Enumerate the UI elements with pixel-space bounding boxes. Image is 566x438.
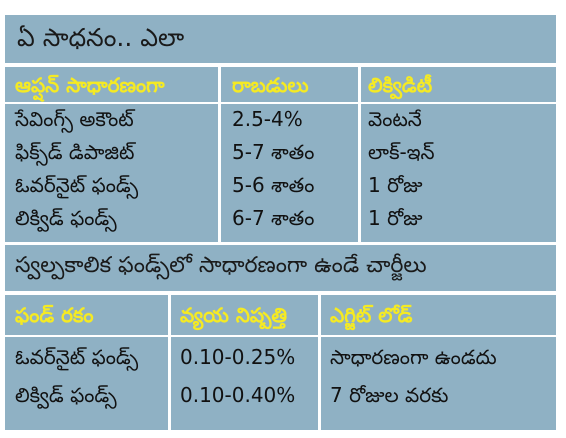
row-returns: 5-7 శాతం [232,140,315,164]
row-option: సేవింగ్స్ అకౌంట్ [15,107,134,131]
title-band: ఏ సాధనం.. ఎలా [5,15,556,63]
charges-table: ఫండ్ రకం వ్యయ నిష్పత్తి ఎగ్జిట్ లోడ్ ఓవర… [5,295,556,430]
row-option: లిక్విడ్ ఫండ్స్ [15,206,117,230]
charges-subtitle: స్వల్పకాలిక ఫండ్స్‌లో సాధారణంగా ఉండే చార… [15,253,427,278]
column-divider [218,67,221,242]
row-exit-load: సాధారణంగా ఉండదు [330,345,497,369]
card-title: ఏ సాధనం.. ఎలా [17,23,185,52]
info-card: ఏ సాధనం.. ఎలా ఆప్షన్ సాధారణంగా రాబడులు ల… [5,5,556,430]
row-option: ఓవర్‌నైట్ ఫండ్స్ [15,173,139,197]
header-option: ఆప్షన్ సాధారణంగా [15,73,165,97]
header-expense-ratio: వ్యయ నిష్పత్తి [180,303,288,327]
subtitle-band: స్వల్పకాలిక ఫండ్స్‌లో సాధారణంగా ఉండే చార… [5,245,556,291]
row-returns: 6-7 శాతం [232,206,315,230]
column-divider [358,67,361,242]
row-expense-ratio: 0.10-0.25% [180,345,296,369]
header-divider [5,102,556,104]
row-exit-load: 7 రోజుల వరకు [330,383,449,407]
column-divider [168,295,171,430]
row-returns: 5-6 శాతం [232,173,315,197]
row-option: ఫిక్స్‌డ్ డిపాజిట్ [15,140,135,164]
row-fund-type: ఓవర్‌నైట్ ఫండ్స్ [15,345,139,369]
row-liquidity: 1 రోజు [368,173,423,197]
header-liquidity: లిక్విడిటీ [368,73,433,97]
header-returns: రాబడులు [232,73,309,97]
row-liquidity: లాక్-ఇన్ [368,140,435,164]
options-table: ఆప్షన్ సాధారణంగా రాబడులు లిక్విడిటీ సేవి… [5,67,556,242]
header-divider [5,335,556,337]
row-expense-ratio: 0.10-0.40% [180,383,296,407]
header-exit-load: ఎగ్జిట్ లోడ్ [330,303,413,327]
column-divider [318,295,321,430]
row-liquidity: 1 రోజు [368,206,423,230]
row-returns: 2.5-4% [232,107,303,131]
row-liquidity: వెంటనే [368,107,422,131]
header-fund-type: ఫండ్ రకం [15,303,94,327]
row-fund-type: లిక్విడ్ ఫండ్స్ [15,383,117,407]
